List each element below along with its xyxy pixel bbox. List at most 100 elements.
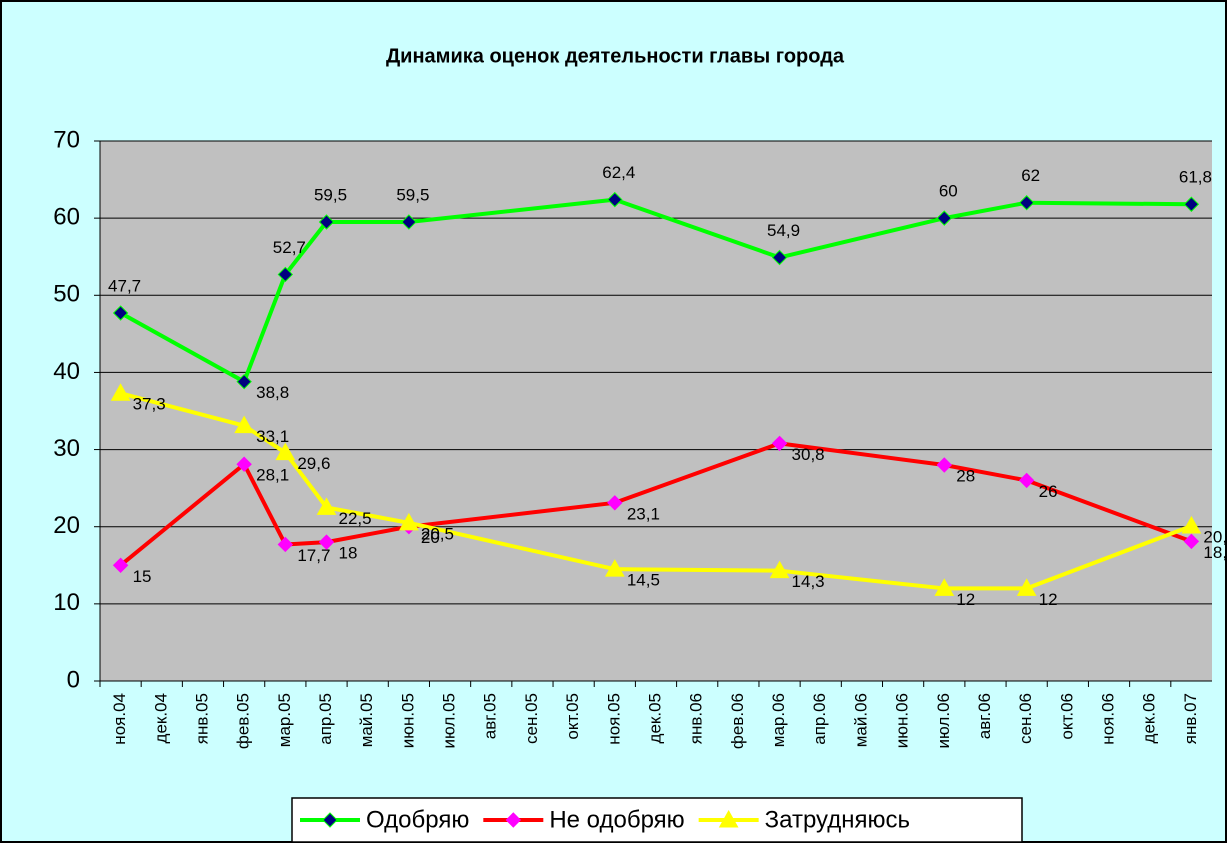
data-label: 22,5 — [339, 509, 372, 528]
data-label: 30,8 — [792, 445, 825, 464]
data-label: 61,8 — [1179, 168, 1212, 187]
data-label: 60 — [939, 182, 958, 201]
series-line — [120, 391, 1193, 591]
data-label: 20,1 — [1203, 527, 1227, 546]
x-tick-label: ноя.06 — [1099, 693, 1118, 745]
y-tick-label: 30 — [53, 435, 80, 462]
data-point — [771, 249, 788, 266]
x-tick-label: дек.06 — [1140, 693, 1159, 743]
x-tick-label: фев.06 — [728, 693, 747, 749]
x-tick-label: янв.07 — [1181, 693, 1200, 744]
data-point — [112, 305, 129, 321]
x-tick-label: дек.04 — [151, 693, 170, 743]
data-label: 20 — [421, 528, 440, 547]
data-point — [1016, 578, 1037, 596]
data-point — [771, 435, 788, 452]
data-point — [318, 534, 335, 550]
data-label: 23,1 — [627, 504, 660, 523]
legend-label: Не одобряю — [549, 806, 684, 833]
x-tick-label: сен.05 — [522, 693, 541, 744]
data-point — [234, 415, 255, 434]
data-point — [1183, 533, 1200, 550]
data-point — [769, 560, 790, 579]
data-point — [936, 210, 953, 226]
data-label: 14,5 — [627, 571, 660, 590]
data-label: 18,1 — [1203, 543, 1227, 562]
x-tick-label: окт.06 — [1057, 693, 1076, 740]
x-tick-label: сен.06 — [1016, 693, 1035, 744]
y-tick-label: 40 — [53, 358, 80, 385]
legend-marker — [718, 809, 739, 828]
data-point — [277, 266, 294, 283]
y-tick-label: 50 — [53, 281, 80, 308]
data-label: 33,1 — [256, 427, 289, 446]
data-point — [1183, 196, 1200, 212]
x-tick-label: май.06 — [851, 693, 870, 747]
legend-label: Одобряю — [366, 806, 469, 833]
data-point — [236, 456, 252, 472]
data-label: 59,5 — [396, 185, 429, 204]
data-label: 54,9 — [767, 221, 800, 240]
x-tick-label: апр.06 — [810, 693, 829, 745]
data-point — [110, 383, 131, 401]
y-tick-label: 60 — [53, 203, 80, 230]
legend — [291, 797, 1023, 843]
data-label: 17,7 — [297, 546, 330, 565]
legend-marker — [505, 812, 522, 828]
data-point — [1018, 472, 1035, 489]
data-label: 47,7 — [108, 277, 141, 296]
data-label: 62 — [1021, 166, 1040, 185]
data-label: 12 — [1039, 590, 1058, 609]
y-tick-label: 20 — [53, 512, 80, 539]
data-point — [399, 512, 419, 531]
data-label: 38,8 — [256, 383, 289, 402]
x-tick-label: янв.05 — [192, 693, 211, 744]
data-point — [275, 442, 296, 461]
data-point — [934, 578, 955, 596]
data-point — [607, 495, 623, 511]
x-tick-label: ноя.04 — [110, 693, 129, 745]
data-point — [607, 191, 623, 208]
data-label: 28 — [956, 466, 975, 485]
x-tick-label: апр.05 — [316, 693, 335, 745]
y-tick-label: 10 — [53, 589, 80, 616]
legend-marker — [322, 812, 338, 828]
x-tick-label: дек.05 — [645, 693, 664, 743]
data-label: 59,5 — [314, 185, 347, 204]
x-tick-label: ноя.05 — [604, 693, 623, 745]
data-point — [1181, 515, 1202, 534]
x-tick-label: мар.06 — [769, 693, 788, 747]
data-point — [936, 457, 953, 473]
series-line — [119, 441, 1193, 567]
x-tick-label: май.05 — [357, 693, 376, 747]
data-label: 14,3 — [792, 572, 825, 591]
series-line — [119, 197, 1192, 384]
data-label: 62,4 — [602, 163, 635, 182]
x-tick-label: янв.06 — [687, 693, 706, 744]
x-tick-label: авг.05 — [481, 693, 500, 739]
x-tick-label: мар.05 — [275, 693, 294, 747]
x-tick-label: июн.05 — [398, 693, 417, 748]
x-tick-label: июл.06 — [934, 693, 953, 748]
chart-title: Динамика оценок деятельности главы город… — [386, 45, 845, 67]
x-tick-label: авг.06 — [975, 693, 994, 739]
x-tick-label: фев.05 — [234, 693, 253, 749]
y-tick-label: 0 — [67, 666, 80, 693]
data-point — [277, 536, 294, 553]
data-point — [112, 557, 129, 573]
data-label: 15 — [133, 567, 152, 586]
legend-label: Затрудняюсь — [765, 806, 910, 833]
data-label: 12 — [956, 590, 975, 609]
data-point — [316, 497, 337, 515]
data-label: 20,5 — [421, 524, 454, 543]
data-point — [236, 373, 252, 390]
data-point — [604, 559, 625, 577]
data-point — [401, 214, 417, 230]
data-label: 18 — [339, 544, 358, 563]
data-label: 52,7 — [273, 238, 306, 257]
data-label: 37,3 — [133, 395, 166, 414]
data-point — [1018, 195, 1035, 211]
y-tick-label: 70 — [53, 126, 80, 153]
data-label: 29,6 — [297, 454, 330, 473]
data-point — [318, 214, 335, 230]
